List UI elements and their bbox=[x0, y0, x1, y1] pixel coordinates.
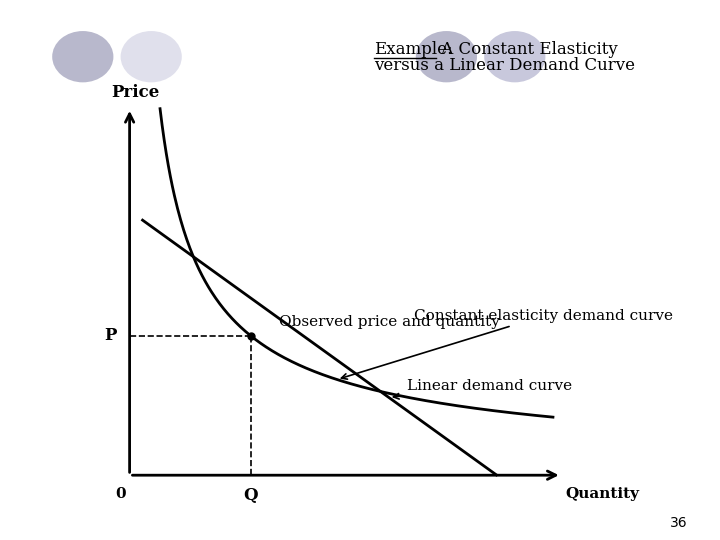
Text: A Constant Elasticity: A Constant Elasticity bbox=[436, 40, 617, 57]
Text: 36: 36 bbox=[670, 516, 688, 530]
Ellipse shape bbox=[52, 31, 114, 82]
Text: Q: Q bbox=[243, 487, 258, 504]
Ellipse shape bbox=[484, 31, 546, 82]
Text: Price: Price bbox=[112, 84, 160, 100]
Text: Constant elasticity demand curve: Constant elasticity demand curve bbox=[341, 309, 673, 379]
Text: Example:: Example: bbox=[374, 40, 453, 57]
Ellipse shape bbox=[416, 31, 477, 82]
Text: Observed price and quantity: Observed price and quantity bbox=[279, 315, 500, 329]
Text: Quantity: Quantity bbox=[565, 487, 639, 501]
Text: 0: 0 bbox=[116, 487, 126, 501]
Text: Linear demand curve: Linear demand curve bbox=[393, 379, 572, 399]
Text: P: P bbox=[104, 327, 117, 344]
Ellipse shape bbox=[121, 31, 181, 82]
Text: versus a Linear Demand Curve: versus a Linear Demand Curve bbox=[374, 57, 636, 73]
